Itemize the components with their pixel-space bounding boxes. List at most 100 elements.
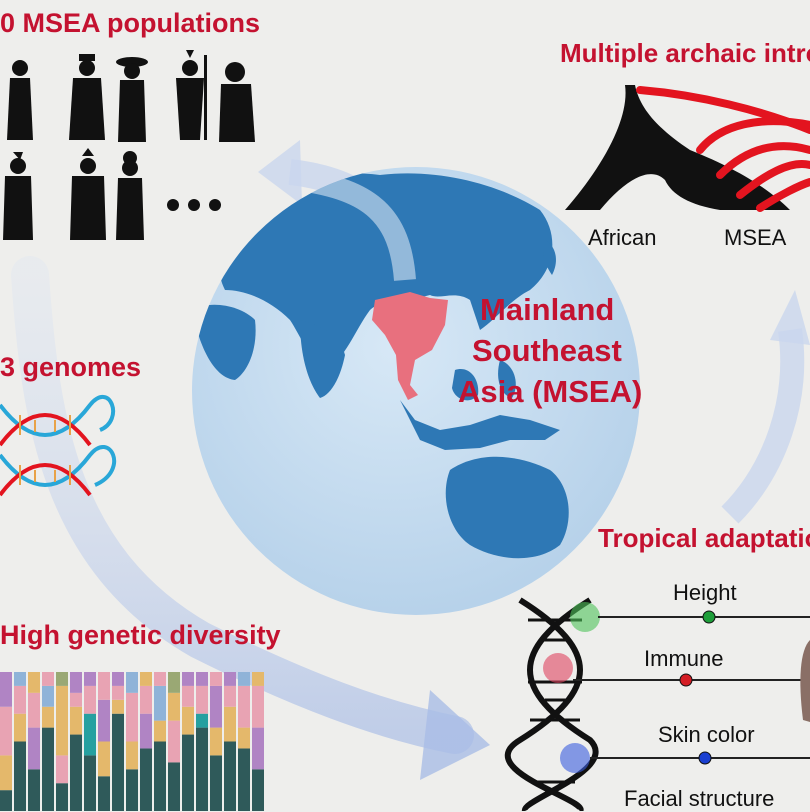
ellipsis-dots [167,199,221,211]
archaic-tree [565,85,810,212]
admixture-segment [210,755,222,811]
admixture-segment [56,755,68,784]
flow-arrowhead-left [420,690,490,780]
admixture-segment [42,685,54,707]
title-archaic: Multiple archaic introg [560,38,810,68]
admixture-segment [196,727,208,811]
flow-arrow-right [721,328,805,524]
admixture-segment [56,685,68,756]
admixture-segment [126,769,138,811]
admixture-segment [0,672,12,707]
person-icon-4 [176,50,207,140]
title-genomes: 3 genomes [0,352,142,382]
title-tropical: Tropical adaptatio [598,523,810,553]
admixture-segment [238,727,250,749]
admixture-segment [140,685,152,714]
admixture-segment [98,699,110,742]
admixture-segment [252,769,264,811]
admixture-segment [0,706,12,756]
admixture-segment [42,706,54,728]
immune-dot [679,673,693,687]
admixture-segment [84,672,96,686]
person-silhouette [800,640,810,722]
admixture-segment [140,748,152,811]
skin-locus [560,743,590,773]
admixture-segment [112,713,124,811]
admixture-segment [70,692,82,707]
human-lineage-trunk [565,85,790,210]
admixture-segment [210,727,222,756]
admixture-segment [84,713,96,756]
admixture-segment [154,685,166,721]
admixture-segment [224,706,236,742]
admixture-segment [42,672,54,686]
admixture-segment [112,699,124,714]
globe [192,167,640,615]
height-dot [702,610,716,624]
admixture-segment [70,706,82,735]
admixture-segment [84,755,96,811]
admixture-segment [238,748,250,811]
admixture-segment [182,734,194,811]
admixture-segment [168,672,180,693]
admixture-segment [224,672,236,686]
admixture-segment [168,762,180,811]
admixture-segment [98,776,110,811]
admixture-segment [14,713,26,742]
admixture-segment [224,685,236,707]
admixture-segment [28,727,40,770]
trait-dna-helix [505,597,810,811]
admixture-segment [238,672,250,686]
person-icon-6 [3,152,33,240]
admixture-segment [168,720,180,763]
admixture-segment [126,741,138,770]
admixture-segment [252,685,264,728]
admixture-segment [182,685,194,707]
title-diversity: High genetic diversity [0,620,281,650]
admixture-segment [98,672,110,700]
admixture-bars [0,672,264,811]
msea-region [372,292,448,400]
dna-helix-icons [0,395,117,497]
admixture-segment [196,672,208,686]
admixture-segment [70,734,82,811]
person-icon-7 [70,148,106,240]
globe-label-line-3: Asia (MSEA) [458,374,643,409]
person-icon-1 [7,60,33,140]
admixture-segment [70,672,82,693]
admixture-segment [112,685,124,700]
admixture-segment [98,741,110,777]
tree-label-msea: MSEA [724,225,787,250]
admixture-segment [56,783,68,811]
admixture-segment [252,727,264,770]
title-populations: 0 MSEA populations [0,8,261,38]
admixture-segment [14,685,26,714]
tree-label-african: African [588,225,657,250]
admixture-segment [140,672,152,686]
archipelago [400,400,560,450]
admixture-segment [182,706,194,735]
admixture-segment [252,672,264,686]
admixture-segment [56,672,68,686]
population-icons [3,50,255,240]
person-icon-5 [219,62,255,142]
admixture-segment [196,685,208,714]
globe-label-line-2: Southeast [472,333,622,368]
immune-locus [543,653,573,683]
person-icon-8 [116,151,144,240]
admixture-segment [210,672,222,686]
flow-arrow-left [11,256,474,754]
admixture-segment [238,685,250,728]
admixture-segment [84,685,96,714]
admixture-segment [14,672,26,686]
person-icon-2 [69,54,105,140]
trait-label-skin-color: Skin color [658,722,755,747]
trait-label-immune: Immune [644,646,724,671]
admixture-segment [210,685,222,728]
admixture-segment [42,727,54,811]
admixture-segment [140,713,152,749]
height-locus [570,602,600,632]
flow-arrowhead-right [770,290,810,345]
admixture-segment [0,790,12,811]
